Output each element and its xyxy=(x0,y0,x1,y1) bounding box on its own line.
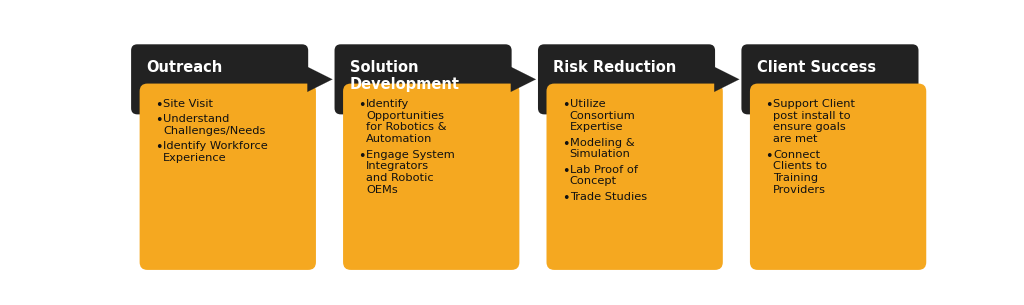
FancyBboxPatch shape xyxy=(131,44,308,114)
Text: •: • xyxy=(562,165,569,178)
FancyBboxPatch shape xyxy=(538,44,715,114)
FancyBboxPatch shape xyxy=(335,44,512,114)
Text: •: • xyxy=(358,99,366,112)
Text: •: • xyxy=(562,192,569,205)
Text: •: • xyxy=(765,150,773,163)
Text: Client Success: Client Success xyxy=(757,60,877,75)
FancyBboxPatch shape xyxy=(343,84,519,270)
Text: Connect
Clients to
Training
Providers: Connect Clients to Training Providers xyxy=(773,150,827,195)
Text: •: • xyxy=(765,99,773,112)
Text: Utilize
Consortium
Expertise: Utilize Consortium Expertise xyxy=(569,99,636,132)
Text: •: • xyxy=(562,99,569,112)
Text: Trade Studies: Trade Studies xyxy=(569,192,647,202)
Text: Outreach: Outreach xyxy=(146,60,223,75)
FancyBboxPatch shape xyxy=(750,84,927,270)
Text: Risk Reduction: Risk Reduction xyxy=(554,60,677,75)
Text: •: • xyxy=(358,150,366,163)
Text: •: • xyxy=(155,114,163,127)
Text: Support Client
post install to
ensure goals
are met: Support Client post install to ensure go… xyxy=(773,99,855,144)
Text: •: • xyxy=(155,99,163,112)
Text: Understand
Challenges/Needs: Understand Challenges/Needs xyxy=(163,114,265,136)
FancyBboxPatch shape xyxy=(139,84,316,270)
Text: Identify Workforce
Experience: Identify Workforce Experience xyxy=(163,141,267,163)
FancyBboxPatch shape xyxy=(741,44,919,114)
Text: Site Visit: Site Visit xyxy=(163,99,213,109)
Text: •: • xyxy=(562,138,569,151)
Text: Lab Proof of
Concept: Lab Proof of Concept xyxy=(569,165,638,186)
Text: Engage System
Integrators
and Robotic
OEMs: Engage System Integrators and Robotic OE… xyxy=(367,150,455,195)
Text: •: • xyxy=(155,141,163,154)
Text: Identify
Opportunities
for Robotics &
Automation: Identify Opportunities for Robotics & Au… xyxy=(367,99,446,144)
Text: Modeling &
Simulation: Modeling & Simulation xyxy=(569,138,635,160)
FancyBboxPatch shape xyxy=(547,84,723,270)
Text: Solution
Development: Solution Development xyxy=(350,60,460,92)
